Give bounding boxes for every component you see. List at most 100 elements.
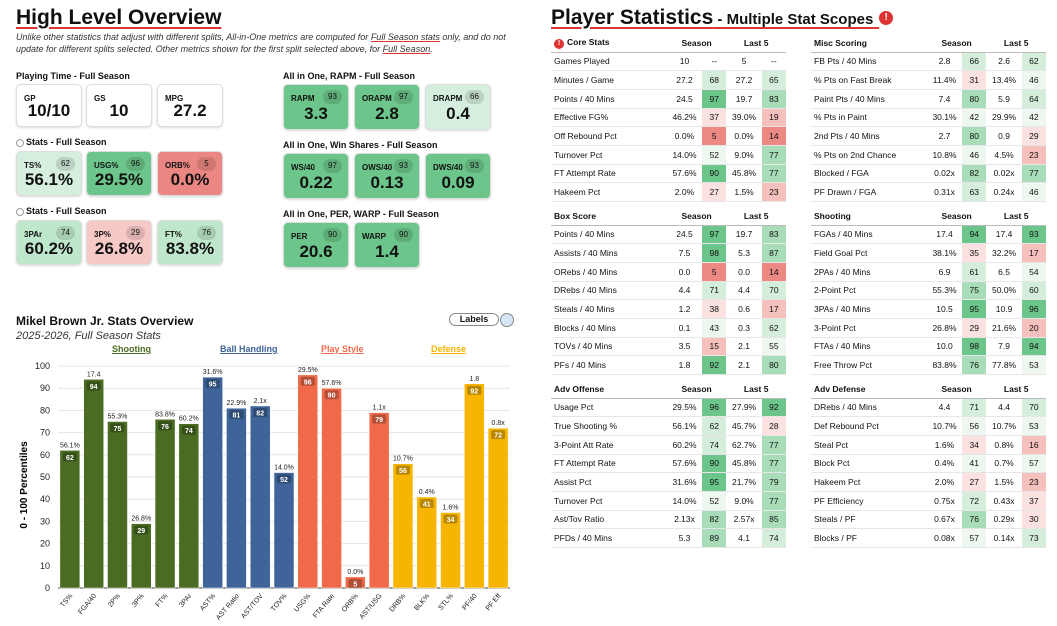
stat-value: 10.9 (986, 299, 1022, 319)
percentile-badge: 76 (197, 226, 216, 240)
stat-name: Paint Pts / 40 Mins (811, 89, 927, 109)
stat-value: 26.8% (926, 318, 963, 338)
stat-percentile: 57 (962, 528, 987, 548)
col-last5-header[interactable]: Last 5 (726, 380, 786, 399)
col-season-header[interactable]: Season (926, 207, 987, 226)
card-3par: 3PAr 74 60.2% (16, 220, 82, 265)
bar-3par (178, 423, 200, 589)
bar-percentile-label: 75 (114, 426, 122, 433)
bar-value-label: 1.6% (443, 505, 459, 512)
radio-icon[interactable] (16, 138, 24, 147)
bar-label-bg (467, 385, 482, 395)
bar-ast-usg (368, 412, 390, 589)
stat-percentile: 37 (1021, 491, 1046, 511)
percentile-badge: 90 (394, 228, 413, 242)
ws-title: All in One, Win Shares - Full Season (283, 140, 438, 150)
stat-value: 0.02x (926, 164, 963, 184)
x-tick-label: 3P% (131, 593, 146, 609)
bar-percentile-label: 34 (447, 517, 455, 524)
col-season-header[interactable]: Season (666, 207, 727, 226)
alert-icon[interactable]: ! (879, 11, 894, 26)
bar-label-bg (324, 390, 339, 400)
bar-drb- (392, 463, 414, 589)
labels-toggle-switch[interactable] (500, 313, 514, 327)
col-last5-header[interactable]: Last 5 (986, 34, 1046, 53)
stat-name: 3PAs / 40 Mins (811, 299, 927, 319)
x-tick-label: BLK% (413, 593, 431, 612)
stat-percentile: 61 (962, 262, 987, 282)
high-level-overview-title: High Level Overview (16, 6, 222, 29)
stat-name: % Pts on Fast Break (811, 70, 927, 90)
stat-percentile: 95 (962, 299, 987, 319)
bar-label-bg (372, 414, 387, 424)
card-label: 3PAr (24, 230, 43, 239)
table-row: FT Attempt Rate 57.6% 90 45.8% 77 (551, 454, 786, 474)
card-value: 0.09 (441, 173, 475, 192)
bar-chart: 0 - 100 Percentiles 0 10 20 30 40 50 60 70 80 90 1… (19, 361, 510, 622)
stat-percentile: -- (702, 52, 727, 72)
stat-name: FT Attempt Rate (551, 164, 667, 184)
bar-usg- (297, 374, 319, 589)
stat-percentile: 60 (1021, 281, 1046, 301)
table-row: Turnover Pct 14.0% 52 9.0% 77 (551, 491, 786, 511)
stat-percentile: 90 (702, 454, 727, 474)
col-season-header[interactable]: Season (926, 380, 987, 399)
stat-value: 57.6% (666, 164, 703, 184)
stat-name: Field Goal Pct (811, 243, 927, 263)
radio-icon[interactable] (16, 207, 24, 216)
col-last5-header[interactable]: Last 5 (986, 380, 1046, 399)
stat-name: Steal Pct (811, 435, 927, 455)
table-row: Blocks / PF 0.08x 57 0.14x 73 (811, 528, 1046, 548)
col-season-header[interactable]: Season (666, 34, 727, 53)
note-link-full-season-stats[interactable]: Full Season stats (370, 32, 440, 42)
table-row: ORebs / 40 Mins 0.0 5 0.0 14 (551, 262, 786, 282)
table-row: Assists / 40 Mins 7.5 98 5.3 87 (551, 243, 786, 263)
card-ows40: OWS/40 93 0.13 (354, 153, 420, 199)
col-season-header[interactable]: Season (666, 380, 727, 399)
stat-value: 24.5 (666, 89, 703, 109)
table-title: Shooting (814, 210, 851, 221)
col-last5-header[interactable]: Last 5 (726, 207, 786, 226)
stat-name: TOVs / 40 Mins (551, 337, 667, 357)
stat-value: 0.02x (986, 164, 1022, 184)
stat-value: 17.4 (986, 225, 1022, 245)
stat-percentile: 89 (702, 528, 727, 548)
stat-value: 21.7% (726, 472, 762, 492)
y-tick-label: 40 (40, 494, 50, 504)
stat-percentile: 96 (702, 398, 727, 418)
x-tick-label: FTA Rate (312, 593, 336, 620)
stat-table-adv-offense: Adv Offense Season Last 5 Usage Pct 29.5% 96 2… (551, 380, 786, 548)
card-label: USG% (94, 161, 119, 170)
stat-value: 11.4% (926, 70, 963, 90)
note-link-full-season[interactable]: Full Season (382, 44, 431, 54)
stat-percentile: 63 (962, 182, 987, 202)
stat-value: 29.9% (986, 108, 1022, 128)
x-tick-label: STL% (437, 593, 455, 612)
stat-percentile: 97 (702, 89, 727, 109)
stat-value: 0.0 (726, 262, 762, 282)
alert-icon[interactable]: ! (554, 38, 564, 49)
stat-table-shooting: Shooting Season Last 5 FGAs / 40 Mins 17.4 94… (811, 207, 1046, 375)
bar-percentile-label: 56 (399, 468, 407, 475)
labels-toggle-button[interactable]: Labels (449, 313, 499, 326)
stat-value: 10 (666, 52, 703, 72)
stat-percentile: 83 (761, 89, 786, 109)
col-season-header[interactable]: Season (926, 34, 987, 53)
card-label: GP (24, 94, 36, 103)
bar-ts- (59, 450, 81, 589)
bar-label-bg (443, 514, 458, 524)
stats-section-title[interactable]: Stats - Full Season (16, 206, 107, 216)
col-last5-header[interactable]: Last 5 (986, 207, 1046, 226)
stats-section-title[interactable]: Stats - Full Season (16, 137, 107, 147)
stat-percentile: 5 (702, 262, 727, 282)
stat-value: 29.5% (666, 398, 703, 418)
stat-value: 55.3% (926, 281, 963, 301)
table-row: Field Goal Pct 38.1% 35 32.2% 17 (811, 243, 1046, 263)
stat-name: FB Pts / 40 Mins (811, 52, 927, 72)
group-label-ball-handling: Ball Handling (220, 344, 278, 354)
bar-value-label: 60.2% (179, 416, 199, 423)
stat-name: FTAs / 40 Mins (811, 337, 927, 357)
stat-value: 6.9 (926, 262, 963, 282)
col-last5-header[interactable]: Last 5 (726, 34, 786, 53)
x-tick-label: 2P% (107, 593, 122, 609)
